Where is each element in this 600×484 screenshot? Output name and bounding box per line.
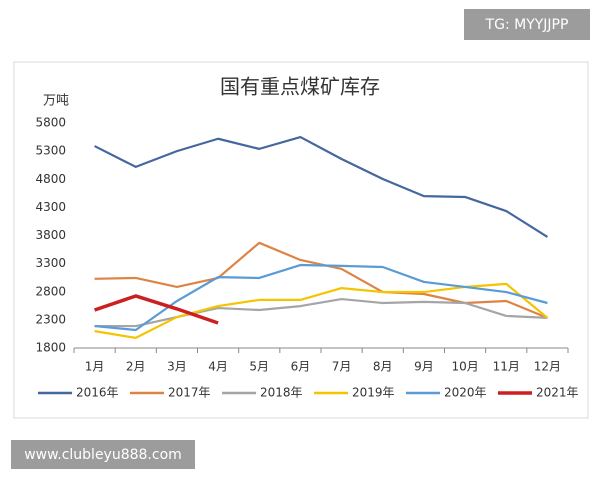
y-tick-label: 5300 <box>35 144 66 158</box>
x-tick-label: 5月 <box>249 360 269 374</box>
x-tick-label: 1月 <box>85 360 105 374</box>
legend-label: 2019年 <box>352 386 395 400</box>
series-line <box>94 297 548 328</box>
legend-label: 2020年 <box>444 386 487 400</box>
y-tick-label: 4300 <box>35 200 66 214</box>
watermark-bottom: www.clubleyu888.com <box>24 447 182 463</box>
x-tick-label: 6月 <box>291 360 311 374</box>
x-tick-label: 12月 <box>534 360 561 374</box>
series-line <box>94 294 219 325</box>
x-tick-label: 10月 <box>451 360 478 374</box>
y-tick-label: 2800 <box>35 284 66 298</box>
chart-title: 国有重点煤矿库存 <box>220 75 380 99</box>
y-tick-label: 3800 <box>35 228 66 242</box>
y-tick-label: 3300 <box>35 256 66 270</box>
x-tick-label: 4月 <box>208 360 228 374</box>
chart-frame <box>13 61 589 419</box>
x-tick-label: 7月 <box>332 360 352 374</box>
y-tick-label: 5800 <box>35 116 66 130</box>
y-axis-label: 万吨 <box>43 94 69 109</box>
legend-label: 2016年 <box>76 386 119 400</box>
x-tick-label: 9月 <box>414 360 434 374</box>
watermark-box <box>11 440 195 469</box>
series-line <box>94 135 549 238</box>
series-line <box>94 282 549 339</box>
y-tick-label: 4800 <box>35 172 66 186</box>
x-tick-label: 8月 <box>373 360 393 374</box>
legend-label: 2018年 <box>260 386 303 400</box>
watermark-box <box>464 9 590 40</box>
legend-label: 2017年 <box>168 386 211 400</box>
x-tick-label: 11月 <box>493 360 520 374</box>
watermark-top: TG: MYYJJPP <box>485 17 569 33</box>
x-tick-label: 3月 <box>167 360 187 374</box>
legend-label: 2021年 <box>536 386 579 400</box>
x-tick-label: 2月 <box>126 360 146 374</box>
plot: 1800 2300 2800 3300 3800 4300 4800 5300 5800 1月 2月… <box>35 116 578 400</box>
y-tick-label: 1800 <box>35 341 66 355</box>
y-tick-label: 2300 <box>35 312 66 326</box>
